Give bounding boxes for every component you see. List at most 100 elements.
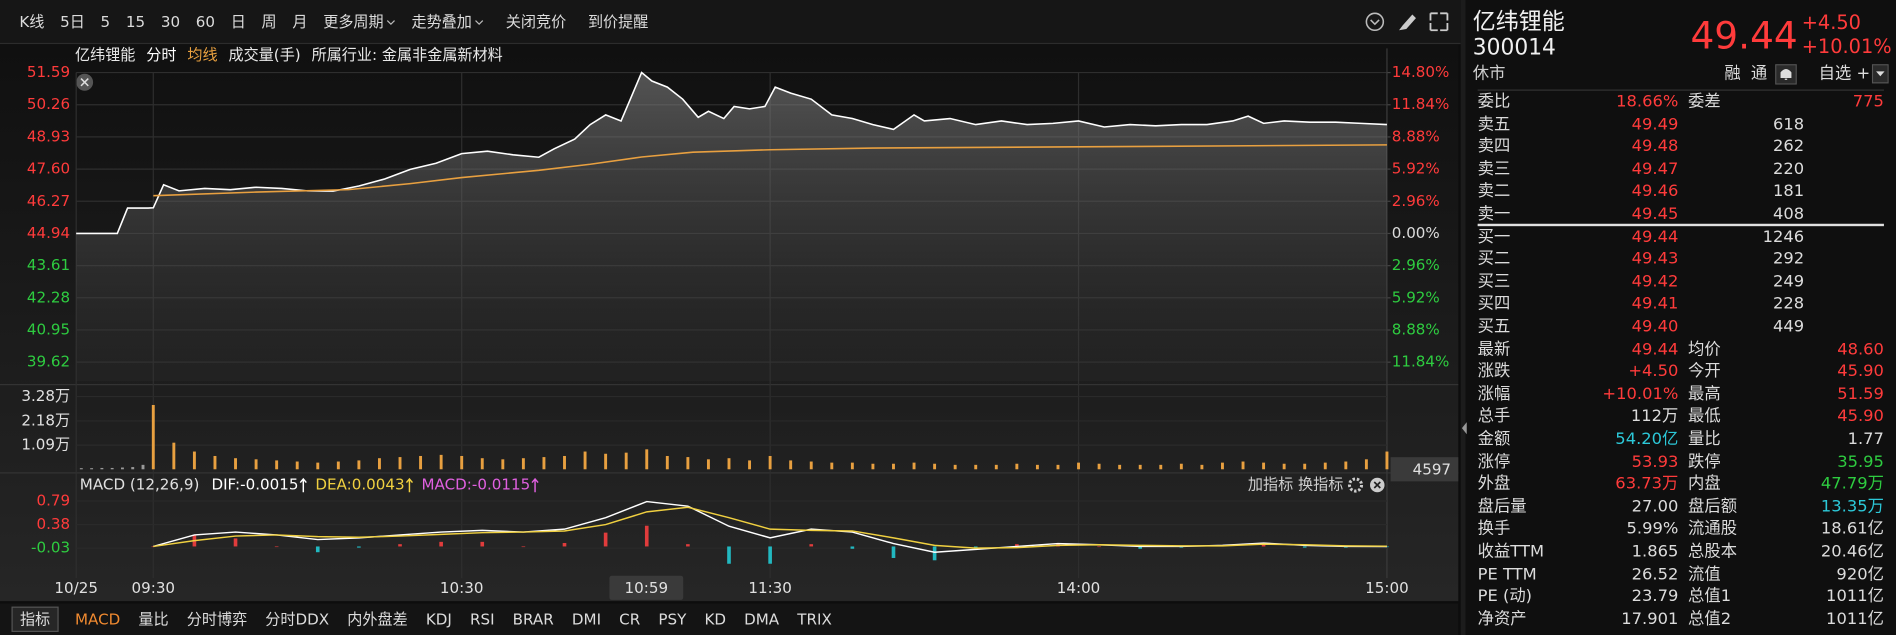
macd-bar: [644, 525, 649, 547]
indicator-tab[interactable]: 量比: [138, 610, 168, 628]
macd-indicator: DIF:-0.0015: [211, 476, 298, 494]
indicator-tab[interactable]: 分时博弈: [187, 610, 247, 628]
toolbar-tab[interactable]: 关闭竞价: [506, 13, 566, 31]
stat-value: +10.01%: [1602, 384, 1679, 404]
macd-bar: [1385, 546, 1389, 548]
watch-dropdown[interactable]: [1871, 64, 1889, 84]
volume-bar: [727, 458, 731, 470]
toolbar-tab[interactable]: 60: [196, 13, 215, 31]
y2-tick-label: 2.96%: [1392, 256, 1440, 274]
indicator-box[interactable]: [11, 606, 59, 632]
indicator-tab-label[interactable]: 指标: [20, 610, 50, 628]
stat-label: 总值2: [1688, 609, 1732, 629]
volume-bar: [439, 454, 443, 470]
stat-label: 金额: [1477, 429, 1511, 449]
indicator-tab[interactable]: RSI: [470, 610, 495, 628]
macd-indicator: DEA:0.0043: [315, 476, 404, 494]
toolbar-tab[interactable]: 5日: [60, 13, 85, 31]
toolbar-tab[interactable]: 日: [231, 13, 246, 31]
toolbar-tab[interactable]: 15: [126, 13, 145, 31]
stock-name: 亿纬锂能: [1472, 8, 1565, 36]
volume-value-box: [1390, 457, 1459, 482]
volume-bar: [1303, 463, 1307, 470]
toolbar-tab[interactable]: 更多周期: [323, 13, 383, 31]
toolbar-tab[interactable]: 走势叠加: [411, 13, 471, 31]
chart-area: 4597 10:59 指标 K线 5日 5 15 30 60 日周月更多周期 走势叠加 关闭竞价…: [0, 12, 1461, 632]
indicator-tab[interactable]: KD: [704, 610, 726, 628]
y2-tick-label: 8.88%: [1392, 127, 1440, 145]
volume-bar: [892, 463, 895, 470]
toolbar-tab[interactable]: 到价提醒: [588, 13, 648, 31]
stat-value: 49.44: [1631, 339, 1679, 359]
book-label: 委差: [1688, 91, 1721, 112]
volume-bar: [1323, 462, 1327, 470]
macd-bar: [480, 541, 485, 547]
panel-divider: [1460, 0, 1466, 635]
macd-bar: [686, 544, 690, 547]
stat-value: 51.59: [1837, 384, 1884, 404]
last-price: 49.44: [1690, 14, 1798, 59]
indicator-tab[interactable]: PSY: [658, 610, 687, 628]
macd-settings-icons[interactable]: [1347, 477, 1385, 493]
macd-bar: [151, 546, 156, 548]
dea-line: [153, 506, 1387, 549]
toolbar-tab[interactable]: 30: [161, 13, 180, 31]
indicator-tab[interactable]: DMI: [572, 610, 601, 628]
volume-bar: [933, 463, 937, 470]
toolbar-tab[interactable]: 月: [292, 13, 307, 31]
quote-tag[interactable]: 通: [1750, 64, 1768, 84]
stat-label: 跌停: [1688, 451, 1721, 472]
indicator-button[interactable]: 换指标: [1298, 476, 1343, 494]
dropdown-chevron: [475, 20, 484, 26]
stat-label: 总值1: [1688, 586, 1732, 607]
macd-bar: [562, 543, 567, 547]
indicator-tab[interactable]: MACD: [75, 610, 120, 628]
legend-item: 均线: [187, 46, 217, 64]
price-area: [76, 72, 1387, 381]
volume-bar: [295, 461, 299, 470]
y-tick-label: 51.59: [27, 63, 70, 81]
indicator-tab[interactable]: 内外盘差: [347, 610, 407, 628]
book-level-label: 买二: [1477, 249, 1511, 269]
macd-bar: [233, 538, 238, 547]
indicator-tab[interactable]: 分时DDX: [265, 610, 329, 628]
book-level-volume: 618: [1772, 114, 1805, 134]
macd-bar: [439, 541, 443, 547]
volume-bar: [378, 458, 381, 470]
alert-bell[interactable]: [1775, 64, 1797, 85]
stat-value: 1011亿: [1826, 609, 1884, 629]
volume-bar: [748, 460, 752, 470]
stock-code: 300014: [1472, 35, 1556, 61]
indicator-button[interactable]: 加指标: [1248, 476, 1293, 494]
volume-bar: [1262, 462, 1266, 470]
volume-bar: [1241, 461, 1245, 470]
close-chart-button[interactable]: [76, 73, 94, 91]
macd-bar: [274, 546, 279, 548]
toolbar-icons[interactable]: [1365, 12, 1449, 32]
book-level-price: 49.40: [1631, 316, 1679, 337]
toolbar-tab[interactable]: 5: [101, 13, 111, 31]
volume-bar: [994, 464, 998, 470]
volume-last-value: 4597: [1413, 460, 1451, 478]
stat-value: 47.79万: [1820, 474, 1884, 494]
volume-bar: [706, 459, 710, 470]
toolbar-tab[interactable]: K线: [19, 13, 44, 31]
indicator-tab[interactable]: CR: [619, 610, 641, 628]
indicator-tab[interactable]: KDJ: [426, 610, 452, 628]
y2-tick-label: 5.92%: [1392, 288, 1440, 306]
collapse-arrow[interactable]: [1461, 418, 1468, 437]
quote-tag[interactable]: 融: [1724, 64, 1741, 84]
macd-bar: [809, 544, 814, 547]
indicator-tab[interactable]: DMA: [744, 610, 780, 628]
y-tick-label: 44.94: [27, 224, 70, 242]
indicator-tab[interactable]: BRAR: [513, 610, 555, 628]
volume-bar: [665, 455, 669, 470]
toolbar-tab[interactable]: 周: [262, 13, 277, 31]
stat-label: 外盘: [1477, 474, 1511, 494]
book-level-price: 49.41: [1631, 294, 1679, 314]
watchlist-button[interactable]: 自选 +: [1818, 64, 1871, 84]
book-level-label: 卖四: [1477, 136, 1511, 157]
stat-label: 均价: [1688, 339, 1721, 359]
indicator-tab[interactable]: TRIX: [796, 610, 832, 628]
book-level-label: 卖一: [1477, 204, 1511, 224]
